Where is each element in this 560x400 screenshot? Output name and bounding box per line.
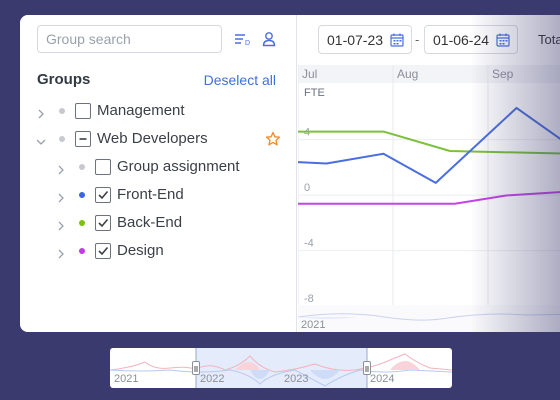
sort-filter-icon[interactable]: D (234, 31, 250, 47)
end-date-field[interactable]: 01-06-24 (424, 25, 518, 54)
group-checkbox[interactable] (75, 103, 91, 119)
y-tick-label: -8 (304, 293, 314, 305)
month-tick-label: Aug (397, 67, 418, 81)
group-color-dot (79, 248, 85, 254)
timeline-year-label: 2023 (284, 373, 309, 385)
user-icon[interactable] (262, 31, 278, 47)
group-checkbox-checked[interactable] (95, 215, 111, 231)
tree-item-label: Group assignment (117, 158, 240, 175)
deselect-all-link[interactable]: Deselect all (203, 72, 276, 88)
range-handle-right[interactable] (363, 361, 371, 375)
timeline-year-label: 2022 (200, 373, 225, 385)
chevron-right-icon[interactable] (56, 246, 66, 259)
chevron-right-icon[interactable] (56, 218, 66, 231)
date-separator: - (415, 32, 420, 47)
tree-item-label: Management (97, 102, 185, 119)
calendar-icon[interactable] (390, 33, 404, 47)
chevron-down-icon[interactable] (36, 134, 46, 145)
tree-item-label: Back-End (117, 214, 183, 231)
start-date-field[interactable]: 01-07-23 (318, 25, 412, 54)
groups-panel-card: D Groups Deselect all Management (20, 15, 560, 332)
start-date-value: 01-07-23 (327, 32, 384, 48)
range-handle-left[interactable] (192, 361, 200, 375)
tree-item-design[interactable]: Design (20, 239, 297, 263)
chevron-right-icon[interactable] (36, 106, 46, 119)
group-color-dot (79, 164, 85, 170)
star-icon[interactable] (265, 131, 281, 147)
group-checkbox-checked[interactable] (95, 243, 111, 259)
tree-item-web-developers[interactable]: Web Developers (20, 127, 297, 151)
group-checkbox-indeterminate[interactable] (75, 131, 91, 147)
timeline-scrubber[interactable]: 2021 2022 2023 2024 (110, 348, 452, 388)
series-line-2[interactable] (298, 191, 560, 205)
total-label: Tota (538, 32, 560, 47)
group-search-input[interactable] (37, 25, 222, 53)
tree-item-label: Web Developers (97, 130, 208, 147)
group-color-dot (59, 108, 65, 114)
svg-text:D: D (245, 40, 250, 47)
group-checkbox-checked[interactable] (95, 187, 111, 203)
y-tick-label: 0 (304, 182, 310, 194)
groups-heading: Groups (37, 71, 91, 88)
series-line-0[interactable] (298, 130, 560, 155)
month-tick-label: Sep (492, 67, 514, 81)
tree-item-label: Front-End (117, 186, 184, 203)
tree-item-group-assignment[interactable]: Group assignment (20, 155, 297, 179)
end-date-value: 01-06-24 (433, 32, 490, 48)
group-color-dot (79, 192, 85, 198)
overview-year-label: 2021 (301, 319, 325, 331)
group-color-dot (79, 220, 85, 226)
tree-item-back-end[interactable]: Back-End (20, 211, 297, 235)
y-axis-label: FTE (304, 87, 325, 99)
timeline-sparkline (110, 348, 452, 388)
chart-panel: 01-07-23 - 01-06-24 Tota Jul Aug Sep FTE 4 0… (298, 15, 560, 332)
chevron-right-icon[interactable] (56, 190, 66, 203)
tree-item-management[interactable]: Management (20, 99, 297, 123)
tree-item-front-end[interactable]: Front-End (20, 183, 297, 207)
groups-sidebar: D Groups Deselect all Management (20, 15, 297, 332)
y-tick-label: -4 (304, 238, 314, 250)
tree-item-label: Design (117, 242, 164, 259)
timeline-year-label: 2021 (114, 373, 139, 385)
group-color-dot (59, 136, 65, 142)
group-checkbox[interactable] (95, 159, 111, 175)
timeline-year-label: 2024 (370, 373, 395, 385)
month-tick-label: Jul (302, 67, 317, 81)
calendar-icon[interactable] (496, 33, 510, 47)
chevron-right-icon[interactable] (56, 162, 66, 175)
